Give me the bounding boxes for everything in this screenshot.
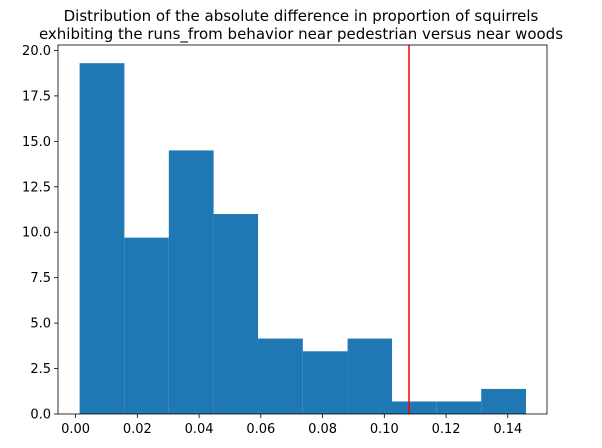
histogram-bar-9: [436, 401, 482, 414]
y-tick-label: 0.0: [30, 408, 51, 423]
x-tick-label: 0.06: [246, 422, 275, 437]
histogram-bar-10: [481, 388, 527, 414]
y-tick-label: 2.5: [30, 362, 51, 377]
histogram-bar-3: [168, 150, 214, 414]
y-tick-label: 20.0: [22, 44, 51, 59]
y-tick-label: 15.0: [22, 135, 51, 150]
histogram-bar-7: [347, 338, 393, 414]
y-tick-label: 17.5: [22, 89, 51, 104]
x-tick-label: 0.02: [123, 422, 152, 437]
y-tick-label: 7.5: [30, 271, 51, 286]
histogram-bar-1: [79, 63, 125, 415]
histogram-bar-2: [124, 237, 169, 414]
x-tick-label: 0.00: [61, 422, 90, 437]
x-axis-ticks: 0.00 0.02 0.04 0.06 0.08 0.10 0.12 0.14: [61, 414, 522, 437]
y-tick-label: 12.5: [22, 180, 51, 195]
histogram-bar-5: [258, 338, 303, 414]
x-tick-label: 0.08: [308, 422, 337, 437]
histogram-bar-4: [213, 214, 259, 414]
x-tick-label: 0.14: [493, 422, 522, 437]
plot-frame: [57, 44, 548, 415]
chart-title-line-2: exhibiting the runs_from behavior near p…: [38, 25, 564, 43]
x-tick-label: 0.04: [185, 422, 214, 437]
x-tick-label: 0.12: [432, 422, 461, 437]
chart-title-line-1: Distribution of the absolute difference …: [63, 7, 539, 25]
histogram-bars: [79, 63, 527, 415]
histogram-bar-8: [392, 401, 437, 414]
y-axis-ticks: 0.0 2.5 5.0 7.5 10.0 12.5 15.0 17.5 20.0: [22, 44, 58, 423]
x-tick-label: 0.10: [370, 422, 399, 437]
y-tick-label: 5.0: [30, 317, 51, 332]
y-tick-label: 10.0: [22, 226, 51, 241]
histogram-bar-6: [302, 351, 348, 414]
